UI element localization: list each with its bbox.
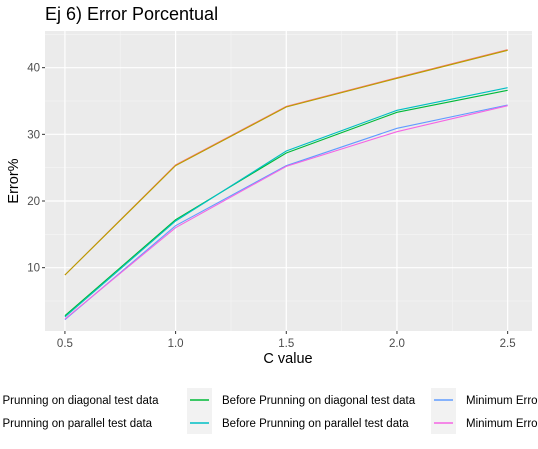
y-tick-label: 20 <box>27 196 40 208</box>
legend-label: Before Prunning on parallel test data <box>222 418 409 430</box>
legend-label: Before Prunning on diagonal test data <box>222 395 416 407</box>
legend-label: Minimum Error on parallel test data <box>466 418 538 430</box>
chart-title: Ej 6) Error Porcentual <box>45 4 218 24</box>
y-tick-label: 30 <box>27 129 40 141</box>
x-axis: 0.5 1.0 1.5 2.0 2.5 <box>57 331 516 350</box>
grid-major-lines <box>45 31 532 331</box>
series-line-3 <box>64 89 508 317</box>
grid-minor-lines <box>45 31 532 331</box>
series-line-5 <box>64 104 508 321</box>
series-line-2 <box>64 49 508 276</box>
y-axis: 10 20 30 40 <box>27 63 45 275</box>
series-line-6 <box>64 105 508 320</box>
legend-label: After Prunning on parallel test data <box>0 418 153 430</box>
legend-label: After Prunning on diagonal test data <box>0 395 159 407</box>
legend: After Prunning on diagonal test data Afte… <box>0 388 538 434</box>
x-tick-label: 2.5 <box>500 338 516 350</box>
y-tick-label: 40 <box>27 63 40 75</box>
series-line-4 <box>64 87 508 318</box>
x-axis-title: C value <box>263 351 312 367</box>
y-axis-title: Error% <box>6 158 22 203</box>
legend-label: Minimum Error on diagonal test data <box>466 395 538 407</box>
x-tick-label: 2.0 <box>389 338 405 350</box>
y-tick-label: 10 <box>27 263 40 275</box>
x-tick-label: 1.5 <box>278 338 294 350</box>
x-tick-label: 0.5 <box>57 338 73 350</box>
series-lines <box>64 49 508 321</box>
x-tick-label: 1.0 <box>168 338 184 350</box>
plot-panel <box>45 31 532 331</box>
